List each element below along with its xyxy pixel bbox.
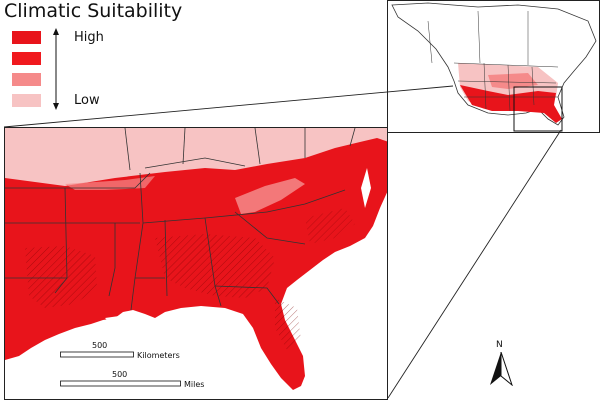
scale-km-value: 500	[92, 341, 108, 350]
main-map-canvas	[5, 128, 387, 390]
legend-title: Climatic Suitability	[4, 0, 183, 22]
us-mid-suitability	[488, 73, 538, 89]
scale-bar-miles	[60, 380, 181, 387]
north-arrow-label: N	[496, 340, 503, 350]
legend-swatch-low	[12, 73, 41, 86]
legend-low-label: Low	[74, 93, 100, 108]
scale-bar-km	[60, 351, 134, 358]
legend-high-label: High	[74, 30, 104, 45]
legend-swatch-highest	[12, 31, 41, 44]
scale-km-unit: Kilometers	[137, 351, 180, 360]
north-arrow-icon	[490, 352, 513, 386]
scale-miles-unit: Miles	[184, 380, 205, 389]
north-arrow: N	[488, 340, 514, 390]
inset-map-canvas	[391, 2, 597, 132]
scale-miles-value: 500	[112, 370, 128, 379]
legend-swatch-lowest	[12, 94, 41, 107]
legend-range-arrow	[53, 28, 59, 110]
legend-swatch-high	[12, 52, 41, 65]
inset-map[interactable]	[387, 0, 600, 133]
main-map[interactable]	[4, 127, 388, 400]
